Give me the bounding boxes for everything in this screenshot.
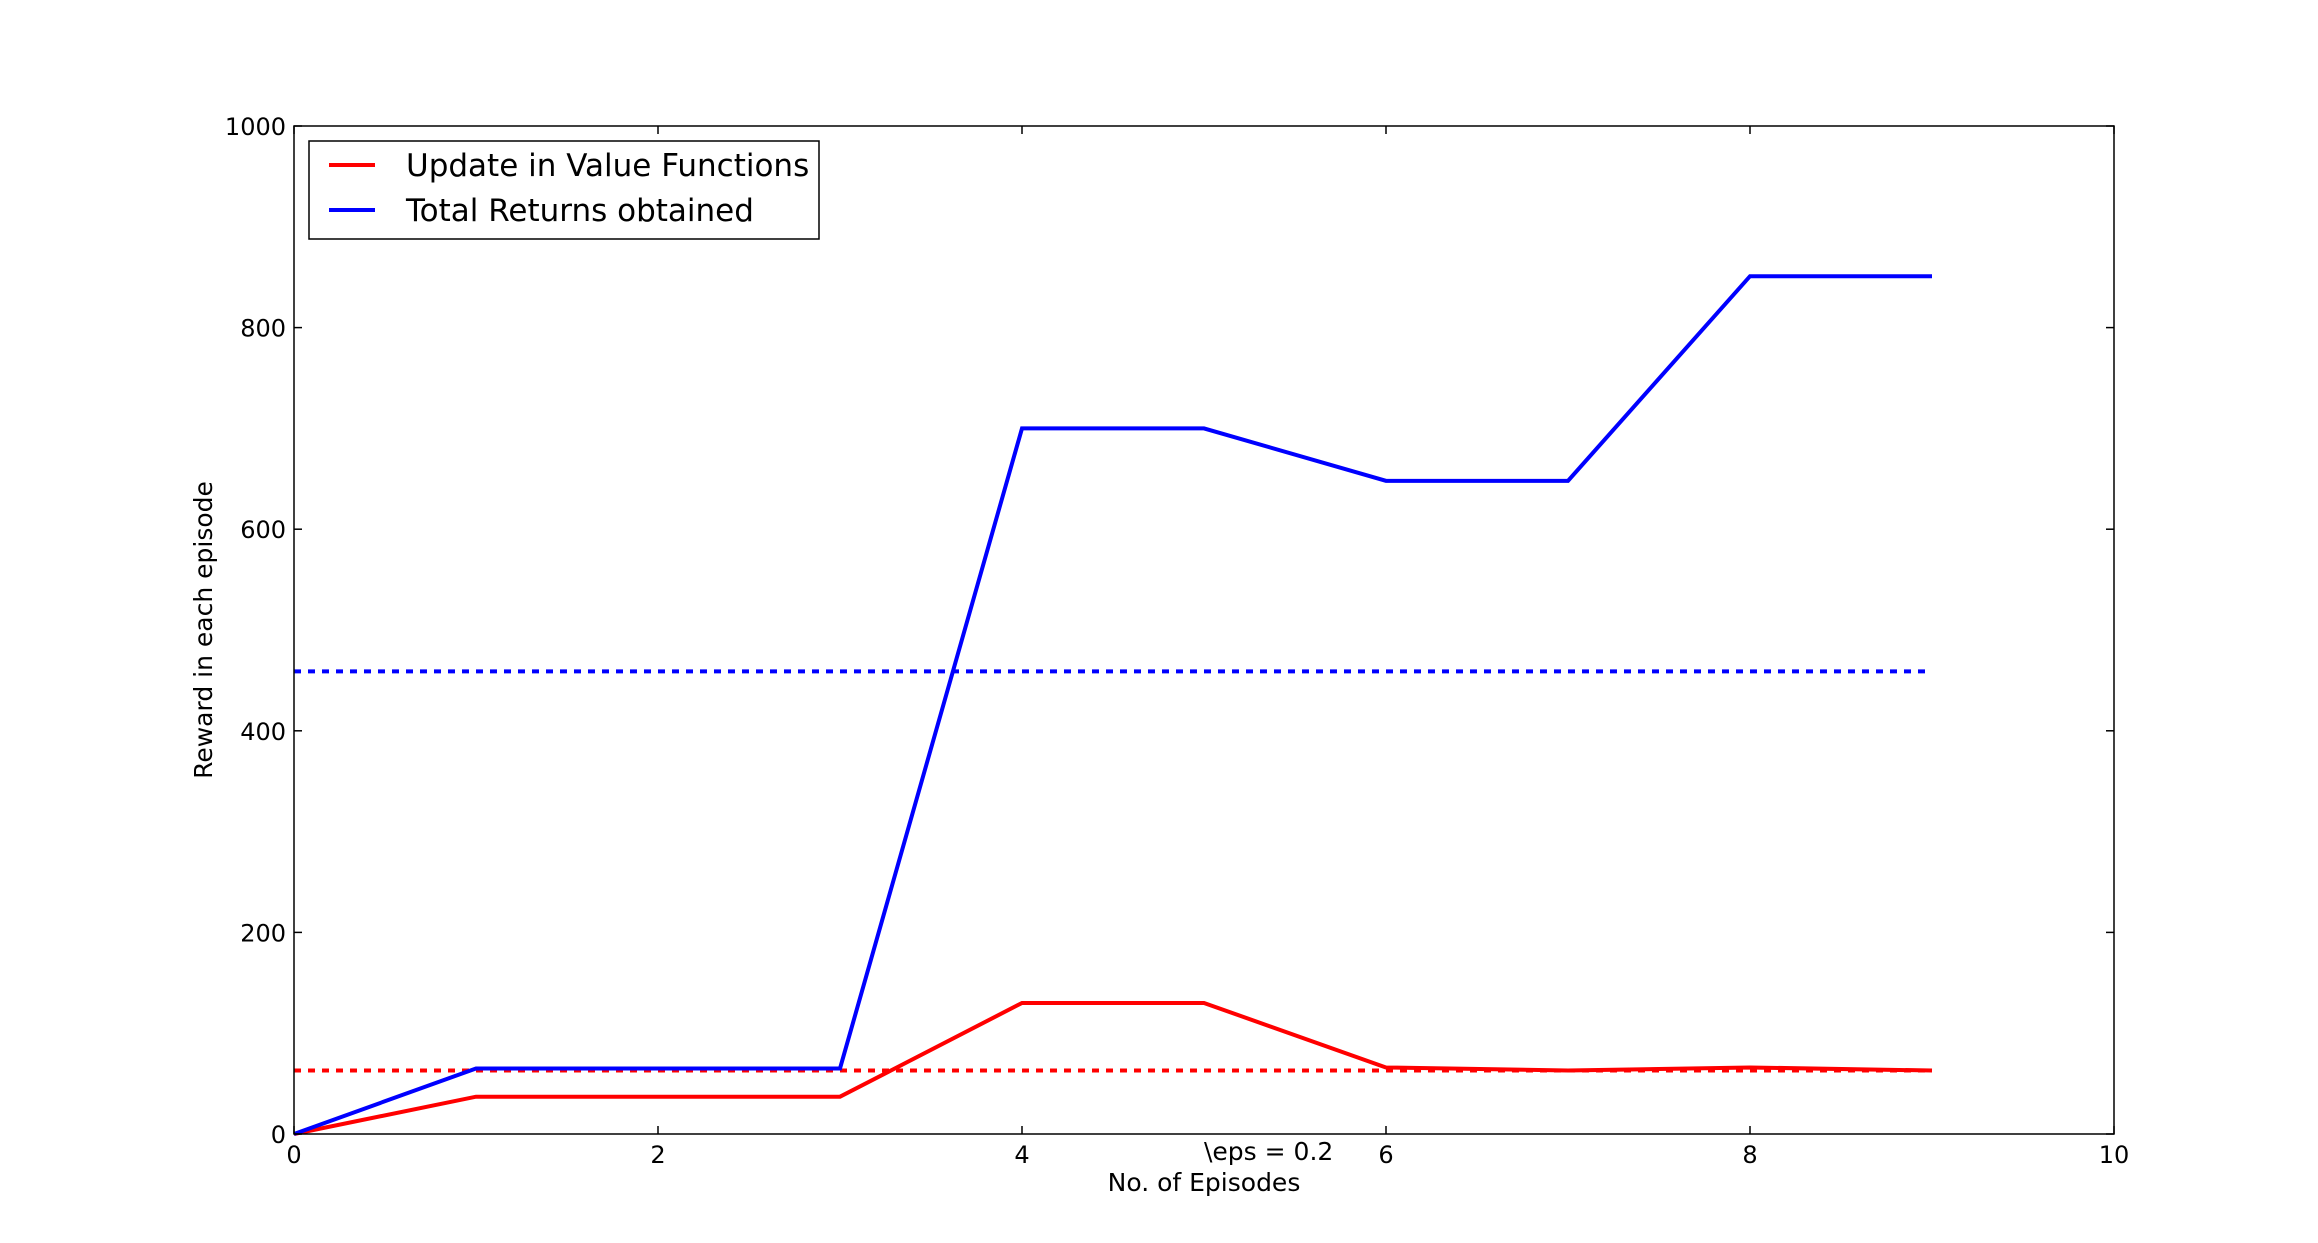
y-tick-label: 400 [240,718,286,746]
y-tick-label: 1000 [225,113,286,141]
x-tick-label: 6 [1378,1141,1393,1169]
x-tick-label: 2 [650,1141,665,1169]
legend-box [308,140,820,240]
legend-label-0: Update in Value Functions [406,148,809,184]
y-tick-label: 0 [271,1121,286,1149]
x-tick-label: 10 [2099,1141,2130,1169]
y-tick-label: 600 [240,516,286,544]
y-tick-label: 200 [240,919,286,947]
x-axis-label: No. of Episodes [1108,1168,1301,1197]
y-tick-label: 800 [240,315,286,343]
x-tick-label: 4 [1014,1141,1029,1169]
series-lines [293,274,1933,1136]
legend-label-1: Total Returns obtained [405,193,754,229]
x-tick-label: 0 [286,1141,301,1169]
annotation-text: \eps = 0.2 [1204,1137,1333,1166]
series-line-0 [293,1000,1933,1136]
plot-frame [293,125,2115,1135]
legend: Update in Value Functions Total Returns o… [308,140,820,240]
axis-ticks: 0 2 4 6 8 10 0 200 400 600 800 1000 [225,113,2129,1169]
y-axis-label: Reward in each episode [189,481,218,779]
series-line-1 [293,274,1932,1136]
x-tick-label: 8 [1742,1141,1757,1169]
